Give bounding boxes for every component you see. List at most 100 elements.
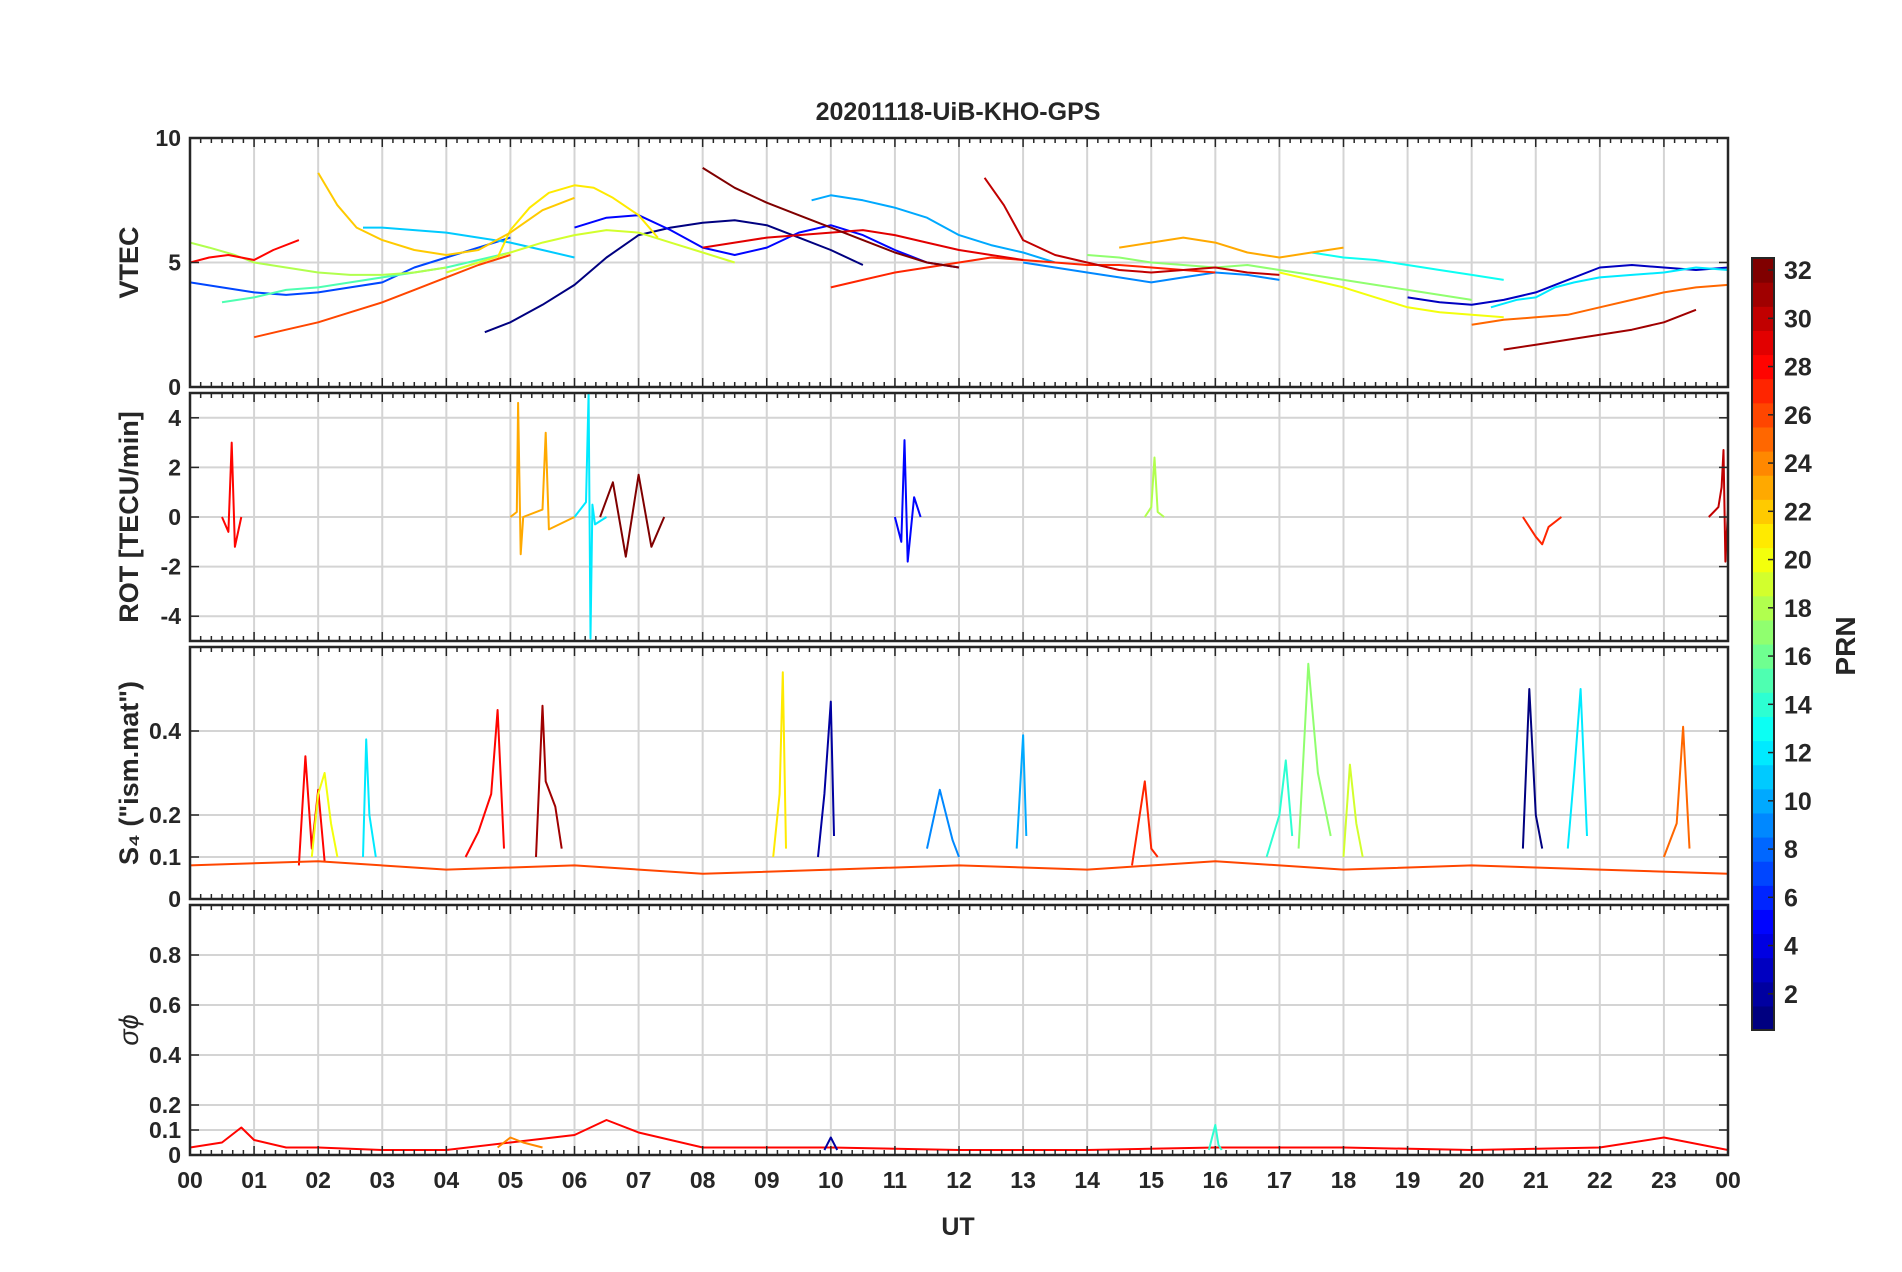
colorbar-swatch [1752, 426, 1774, 452]
series-line-prn-23 [509, 401, 575, 556]
y-tick-label: 0 [168, 1142, 181, 1168]
colorbar-swatch [1752, 523, 1774, 549]
colorbar-swatch [1752, 1005, 1774, 1031]
colorbar-tick-label: 6 [1784, 884, 1798, 912]
colorbar-swatch [1752, 330, 1774, 356]
colorbar-swatch [1752, 282, 1774, 307]
colorbar-swatch [1752, 812, 1774, 838]
series-line-prn-31 [1503, 308, 1697, 351]
colorbar-swatch [1752, 764, 1774, 790]
y-tick-label: 5 [168, 250, 181, 276]
colorbar-tick-label: 14 [1784, 691, 1812, 719]
y-tick-label: 0.1 [149, 844, 181, 870]
colorbar-tick-label: 16 [1784, 643, 1812, 671]
x-tick-label: 06 [562, 1167, 588, 1193]
series-line-prn-18 [1143, 456, 1165, 518]
series-line-prn-18 [190, 241, 447, 276]
panel-vtec: 0 5 10 VTEC [114, 125, 1730, 400]
series-line-prn-12 [1490, 266, 1728, 309]
y-tick-label: 0 [168, 886, 181, 912]
x-tick-label: 12 [946, 1167, 972, 1193]
y-tick-label: -4 [161, 603, 182, 629]
series-line-prn-19 [446, 229, 735, 274]
x-tick-label: 00 [1715, 1167, 1741, 1193]
series-line-prn-27 [1131, 780, 1159, 866]
x-tick-label: 08 [690, 1167, 716, 1193]
x-tick-label: 10 [818, 1167, 844, 1193]
series-line-prn-22 [317, 172, 575, 256]
y-tick-label: 0.4 [149, 1042, 181, 1068]
series-line-prn-13 [1311, 251, 1504, 281]
colorbar-frame [1751, 257, 1775, 1031]
series-line-prn-21 [496, 184, 659, 258]
y-tick-label: 0.6 [149, 992, 181, 1018]
x-tick-label: 21 [1523, 1167, 1549, 1193]
series-line-prn-28 [221, 441, 243, 548]
series-line-prn-10 [811, 194, 1056, 264]
series-line-prn-2 [817, 700, 835, 858]
colorbar-swatch [1752, 668, 1774, 693]
series-line-prn-10 [1015, 734, 1028, 849]
series-line-prn-1 [484, 219, 864, 334]
series-line-prn-28 [464, 709, 505, 858]
series-line-prn-11 [363, 226, 575, 259]
y-tick-label: 0.1 [149, 1117, 181, 1143]
series-line-prn-15 [221, 251, 511, 304]
x-tick-label: 02 [305, 1167, 331, 1193]
x-tick-label: 20 [1459, 1167, 1485, 1193]
colorbar-swatch [1752, 981, 1774, 1007]
colorbar-swatch [1752, 547, 1774, 573]
colorbar-swatch [1752, 619, 1774, 645]
colorbar-tick-label: 26 [1784, 402, 1812, 430]
y-axis-label-sigma_phi: σϕ [114, 1014, 144, 1045]
x-tick-label: 03 [369, 1167, 395, 1193]
x-axis-label: UT [941, 1213, 974, 1241]
series-line-prn-24 [496, 1136, 543, 1149]
colorbar-swatch [1752, 692, 1774, 717]
colorbar-swatch [1752, 933, 1774, 959]
x-tick-label: 04 [434, 1167, 460, 1193]
series-line-prn-28 [190, 239, 300, 264]
series-line-prn-30 [1708, 449, 1728, 563]
series-line-prn-9 [926, 788, 960, 858]
x-tick-label: 09 [754, 1167, 780, 1193]
series-line-prn-23 [1119, 236, 1344, 259]
series-group [190, 167, 1728, 351]
colorbar-swatch [1752, 861, 1774, 886]
x-tick-label: 18 [1331, 1167, 1357, 1193]
series-line-prn-32 [702, 167, 960, 269]
colorbar-swatch [1752, 788, 1774, 814]
series-line-prn-20 [1279, 271, 1504, 319]
series-line-prn-14 [1207, 1124, 1223, 1151]
x-tick-label: 17 [1267, 1167, 1293, 1193]
y-tick-label: 4 [168, 405, 181, 431]
colorbar-tick-label: 32 [1784, 257, 1812, 285]
series-line-prn-21 [772, 671, 787, 858]
series-line-prn-31 [535, 704, 563, 858]
x-tick-label: 05 [498, 1167, 524, 1193]
colorbar-swatch [1752, 571, 1774, 597]
series-line-prn-30 [983, 177, 1280, 276]
colorbar-tick-label: 22 [1784, 498, 1812, 526]
chart-title: 20201118-UiB-KHO-GPS [816, 98, 1101, 126]
series-line-prn-12 [1566, 688, 1588, 849]
series-line-prn-14 [1265, 759, 1294, 858]
series-line-prn-20 [310, 772, 339, 858]
colorbar-swatch [1752, 451, 1774, 476]
y-tick-label: 0.2 [149, 802, 181, 828]
y-tick-label: 0 [168, 374, 181, 400]
colorbar-swatch [1752, 716, 1774, 742]
colorbar-swatch [1752, 475, 1774, 500]
colorbar-swatch [1752, 306, 1774, 331]
colorbar-swatch [1752, 957, 1774, 983]
series-line-prn-26 [253, 254, 511, 339]
colorbar-swatch [1752, 402, 1774, 428]
x-tick-label: 01 [241, 1167, 267, 1193]
colorbar-swatch [1752, 378, 1774, 404]
colorbar-tick-label: 4 [1784, 933, 1798, 961]
series-line-prn-25 [1471, 283, 1728, 326]
series-line-prn-3 [1407, 264, 1728, 306]
colorbar-label: PRN [1830, 616, 1861, 675]
